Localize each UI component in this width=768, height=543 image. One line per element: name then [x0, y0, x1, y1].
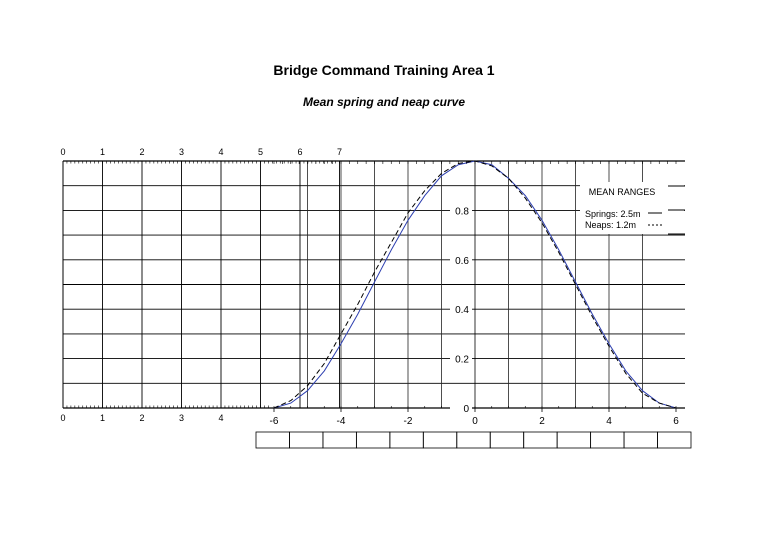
y-label-background — [450, 402, 472, 413]
hw-time-table-cell — [389, 431, 424, 449]
hw-time-table-cell — [255, 431, 290, 449]
hw-time-table-cell — [623, 431, 658, 449]
chart-title: Bridge Command Training Area 1 — [273, 62, 495, 78]
hw-time-table-cell — [657, 431, 692, 449]
hw-time-table-cell — [456, 431, 491, 449]
height-scale-top-label: 2 — [139, 147, 144, 157]
height-scale-top-label: 6 — [297, 147, 302, 157]
legend-heading: MEAN RANGES — [589, 187, 656, 197]
y-label-background — [450, 204, 472, 216]
y-axis-tick-label: 0.4 — [455, 305, 469, 316]
height-scale-bottom-label: 1 — [100, 413, 105, 423]
hw-time-table-cell — [355, 431, 391, 449]
hw-time-table-cell — [422, 431, 458, 449]
y-label-background — [450, 253, 472, 265]
x-axis-tick-label: 2 — [539, 416, 545, 427]
y-label-background — [450, 303, 472, 315]
height-scale-top-label: 5 — [258, 147, 263, 157]
hw-time-table-cell — [322, 431, 357, 449]
legend-springs-label: Springs: 2.5m — [585, 209, 641, 219]
x-axis-tick-label: 4 — [606, 416, 612, 427]
height-scale-bottom-label: 0 — [60, 413, 65, 423]
y-label-background — [450, 352, 472, 364]
height-scale-bottom-label: 4 — [218, 413, 223, 423]
y-axis-tick-label: 0.2 — [455, 355, 469, 366]
hw-time-table-cell — [556, 431, 592, 449]
height-scale-top-label: 3 — [179, 147, 184, 157]
x-axis-tick-label: -4 — [337, 416, 346, 427]
x-axis-tick-label: 0 — [472, 416, 478, 427]
legend-neaps-label: Neaps: 1.2m — [585, 220, 636, 230]
x-axis-tick-label: -2 — [404, 416, 413, 427]
x-axis-tick-label: 6 — [673, 416, 679, 427]
hw-time-table-cell — [523, 431, 558, 449]
hw-time-table-cell — [289, 431, 324, 449]
height-scale-top-label: 0 — [60, 147, 65, 157]
height-scale-bottom-label: 3 — [179, 413, 184, 423]
y-axis-tick-label: 0 — [463, 404, 469, 415]
height-scale-bottom-label: 2 — [139, 413, 144, 423]
hw-time-table-cell — [590, 431, 625, 449]
x-axis-tick-label: -6 — [270, 416, 279, 427]
y-axis-tick-label: 0.6 — [455, 256, 469, 267]
height-scale-top-label: 4 — [218, 147, 223, 157]
y-axis-tick-label: 0.8 — [455, 206, 469, 217]
neaps-curve — [273, 160, 677, 409]
legend-background — [580, 182, 684, 234]
hw-time-table-cell — [489, 431, 525, 449]
height-scale-top-label: 1 — [100, 147, 105, 157]
chart-subtitle: Mean spring and neap curve — [302, 95, 466, 109]
height-scale-top-label: 7 — [337, 147, 342, 157]
